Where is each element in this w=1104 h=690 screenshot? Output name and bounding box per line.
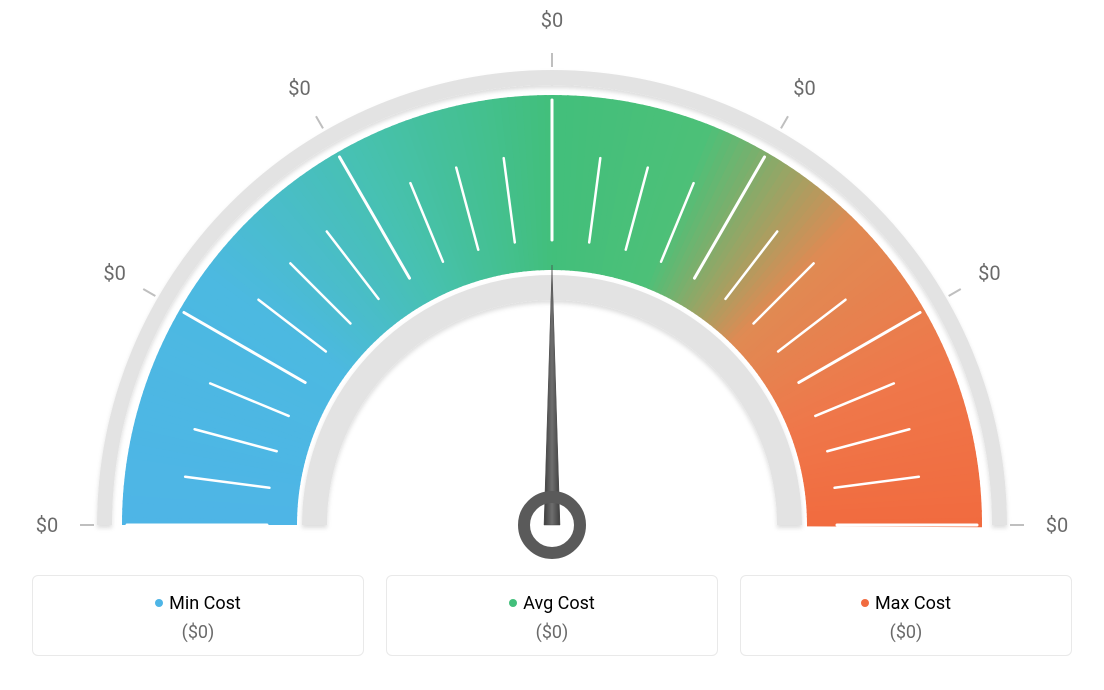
legend-label-avg-text: Avg Cost [523, 593, 595, 614]
legend-label-min: Min Cost [155, 593, 241, 614]
gauge-tick-label: $0 [103, 261, 125, 285]
legend-label-max-text: Max Cost [875, 593, 951, 614]
legend-value-max: ($0) [751, 622, 1061, 643]
gauge-tick-label: $0 [36, 513, 58, 537]
legend-value-min: ($0) [43, 622, 353, 643]
legend-value-avg: ($0) [397, 622, 707, 643]
gauge-chart: $0 $0 $0 $0 $0 $0 $0 [0, 0, 1104, 560]
legend-card-min: Min Cost ($0) [32, 575, 364, 656]
legend-label-min-text: Min Cost [169, 593, 241, 614]
gauge-tick-label: $0 [541, 8, 563, 32]
legend-label-max: Max Cost [861, 593, 951, 614]
gauge-tick-label: $0 [1046, 513, 1068, 537]
legend-row: Min Cost ($0) Avg Cost ($0) Max Cost ($0… [32, 575, 1072, 656]
gauge-tick-label: $0 [793, 76, 815, 100]
legend-card-max: Max Cost ($0) [740, 575, 1072, 656]
gauge-tick-label: $0 [288, 76, 310, 100]
legend-dot-avg [509, 599, 517, 607]
gauge-tick-label: $0 [978, 261, 1000, 285]
legend-card-avg: Avg Cost ($0) [386, 575, 718, 656]
legend-dot-min [155, 599, 163, 607]
legend-dot-max [861, 599, 869, 607]
legend-label-avg: Avg Cost [509, 593, 595, 614]
